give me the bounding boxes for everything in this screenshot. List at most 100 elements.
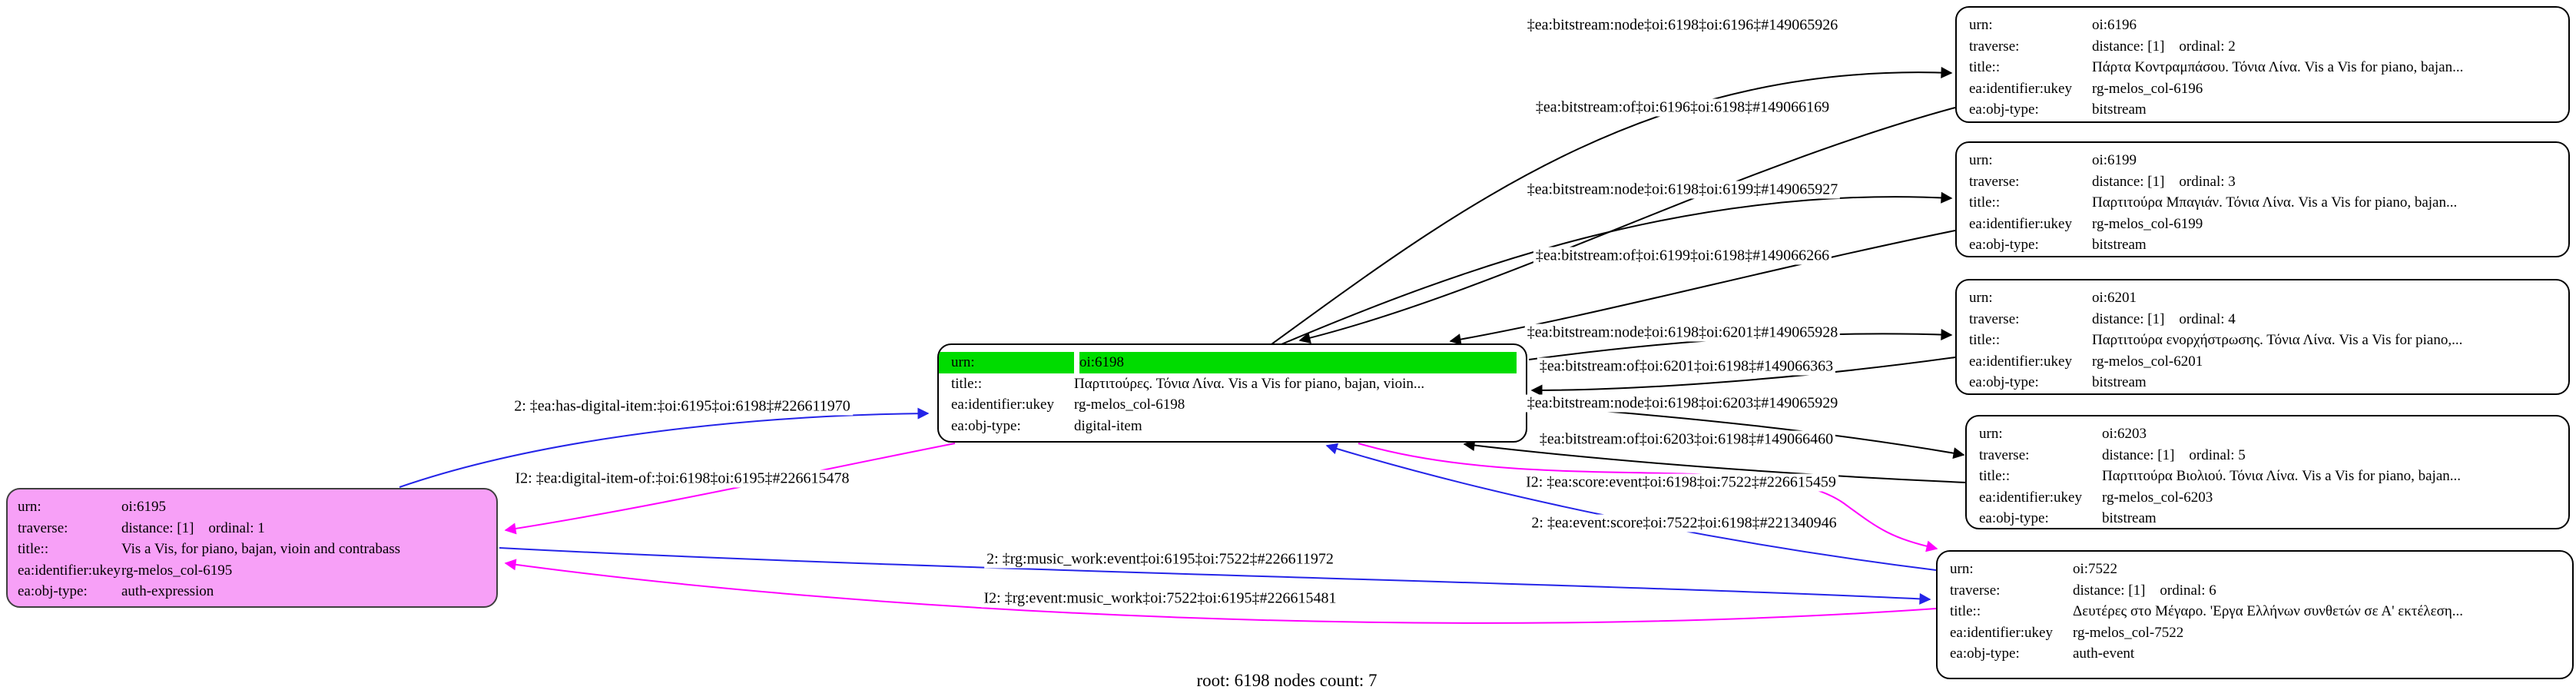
node-oi-6203[interactable]: urn: oi:6203 traverse: distance: [1] ordina… [1965,415,2570,529]
edge-oi-7522-oi-6195 [504,559,1937,624]
edge-oi-6198-oi-7522 [1358,443,1938,552]
edge-oi-6198-oi-6195 [504,443,956,535]
node-row: traverse: distance: [1] ordinal: 2 [1957,36,2568,58]
node-row: traverse: distance: [1] ordinal: 3 [1957,171,2568,193]
node-row: ea:identifier:ukey rg-melos_col-6199 [1957,214,2568,235]
row-value: oi:7522 [2073,561,2118,577]
node-row: urn: oi:6201 [1957,287,2568,309]
row-label: ea:obj-type: [1950,645,2020,662]
node-oi-6195[interactable]: urn: oi:6195 traverse: distance: [1] ordina… [6,488,498,608]
row-label: traverse: [1969,38,2020,55]
row-value: rg-melos_col-6198 [1074,396,1185,413]
edge-oi-6203-oi-6198 [1463,440,1968,483]
node-row: ea:identifier:ukey rg-melos_col-6196 [1957,78,2568,100]
node-row: title:: Παρτιτούρες. Τόνια Λίνα. Vis a Vi… [939,373,1526,395]
node-row: ea:identifier:ukey rg-melos_col-6201 [1957,351,2568,373]
node-row: title:: Παρτιτούρα ενορχήστρωσης. Τόνια Λ… [1957,330,2568,351]
node-row: traverse: distance: [1] ordinal: 1 [8,518,496,539]
node-row: ea:identifier:ukey rg-melos_col-7522 [1938,622,2572,644]
row-value: digital-item [1074,417,1142,434]
node-row: urn: oi:6199 [1957,150,2568,171]
node-row: urn: oi:6198 [939,352,1526,373]
row-value: Παρτιτούρα ενορχήστρωσης. Τόνια Λίνα. Vi… [2092,332,2463,348]
row-value: bitstream [2102,510,2157,526]
node-row: title:: Πάρτα Κοντραμπάσου. Τόνια Λίνα. V… [1957,57,2568,78]
node-row: urn: oi:7522 [1938,559,2572,580]
row-value: Δευτέρες στο Μέγαρο. 'Εργα Ελλήνων συνθε… [2073,603,2464,619]
row-value: rg-melos_col-6196 [2092,80,2203,97]
node-row: title:: Δευτέρες στο Μέγαρο. 'Εργα Ελλήνω… [1938,601,2572,622]
row-label: urn: [1969,152,1993,168]
row-value: oi:6195 [121,499,167,515]
row-value: distance: [1] ordinal: 6 [2073,582,2216,599]
edge-label-oi-6196-oi-6198: ‡ea:bitstream:of‡oi:6196‡oi:6198‡#149066… [1533,98,1832,117]
row-label: ea:obj-type: [18,583,88,599]
edge-label-oi-6195-oi-6198: 2: ‡ea:has-digital-item:‡oi:6195‡oi:6198… [512,397,853,416]
row-label: urn: [1950,561,1974,577]
row-label: ea:obj-type: [1969,237,2039,253]
row-label: ea:identifier:ukey [1969,353,2072,370]
node-row: title:: Vis a Vis, for piano, bajan, vioi… [8,539,496,560]
row-value: oi:6199 [2092,152,2137,168]
row-value: bitstream [2092,237,2147,253]
edge-label-oi-6203-oi-6198: ‡ea:bitstream:of‡oi:6203‡oi:6198‡#149066… [1537,430,1836,449]
row-label: title:: [1969,59,2001,75]
node-oi-6201[interactable]: urn: oi:6201 traverse: distance: [1] ordina… [1955,279,2570,395]
node-row: ea:identifier:ukey rg-melos_col-6203 [1967,487,2568,509]
edge-label-oi-7522-oi-6198: 2: ‡ea:event:score‡oi:7522‡oi:6198‡#2213… [1529,514,1839,532]
edge-oi-6198-oi-6199 [1281,191,1953,345]
row-value: bitstream [2092,374,2147,390]
row-label: ea:identifier:ukey [1979,489,2082,506]
node-oi-6196[interactable]: urn: oi:6196 traverse: distance: [1] ordina… [1955,6,2570,123]
row-value: auth-event [2073,645,2135,662]
row-value: distance: [1] ordinal: 2 [2092,38,2236,55]
row-label: ea:obj-type: [1969,374,2039,390]
edge-oi-6201-oi-6198 [1530,357,1956,396]
row-value: bitstream [2092,101,2147,118]
node-row: ea:identifier:ukey rg-melos_col-6195 [8,560,496,582]
node-row: ea:obj-type: bitstream [1957,372,2568,393]
row-value: rg-melos_col-6199 [2092,215,2203,232]
node-row: ea:obj-type: auth-event [1938,643,2572,665]
node-row: traverse: distance: [1] ordinal: 4 [1957,309,2568,330]
edge-label-oi-6195-oi-7522: 2: ‡rg:music_work:event‡oi:6195‡oi:7522‡… [984,550,1336,569]
row-label: traverse: [1979,446,2030,463]
node-oi-7522[interactable]: urn: oi:7522 traverse: distance: [1] ordina… [1936,550,2574,679]
node-row: ea:obj-type: auth-expression [8,581,496,602]
row-label: urn: [1969,290,1993,306]
node-row: urn: oi:6203 [1967,423,2568,445]
edge-label-oi-6198-oi-6195: I2: ‡ea:digital-item-of:‡oi:6198‡oi:6195… [512,469,852,488]
row-label: urn: [1979,426,2003,442]
node-oi-6199[interactable]: urn: oi:6199 traverse: distance: [1] ordina… [1955,141,2570,257]
row-label: title:: [951,375,983,392]
row-label: ea:identifier:ukey [1969,80,2072,97]
row-label: title:: [1969,332,2001,348]
row-value: Παρτιτούρα Μπαγιάν. Τόνια Λίνα. Vis a Vi… [2092,194,2458,211]
row-label: urn: [18,499,41,515]
edge-oi-6199-oi-6198 [1449,230,1956,346]
node-row: urn: oi:6195 [8,496,496,518]
row-label: traverse: [1950,582,2001,599]
row-value: rg-melos_col-6203 [2102,489,2213,506]
node-oi-6198[interactable]: urn: oi:6198 title:: Παρτιτούρες. Τόνια Λίν… [937,343,1527,443]
row-value: oi:6201 [2092,290,2137,306]
row-label: ea:identifier:ukey [1950,624,2053,641]
row-value: rg-melos_col-6195 [121,562,233,579]
edge-label-oi-6199-oi-6198: ‡ea:bitstream:of‡oi:6199‡oi:6198‡#149066… [1533,247,1832,265]
node-row: title:: Παρτιτούρα Μπαγιάν. Τόνια Λίνα. V… [1957,192,2568,214]
row-value: oi:6196 [2092,17,2137,33]
row-label: traverse: [1969,173,2020,190]
node-row: traverse: distance: [1] ordinal: 5 [1967,445,2568,466]
row-value: oi:6203 [2102,426,2147,442]
row-value: Πάρτα Κοντραμπάσου. Τόνια Λίνα. Vis a Vi… [2092,59,2464,75]
row-label: ea:obj-type: [1979,510,2049,526]
row-label: title:: [1969,194,2001,211]
edge-label-oi-6198-oi-6203: ‡ea:bitstream:node‡oi:6198‡oi:6203‡#1490… [1524,394,1841,413]
edge-oi-6195-oi-7522 [499,547,1931,605]
row-value: distance: [1] ordinal: 5 [2102,446,2246,463]
node-row: ea:obj-type: bitstream [1957,234,2568,256]
node-row: traverse: distance: [1] ordinal: 6 [1938,580,2572,602]
edge-oi-7522-oi-6198 [1325,443,1937,571]
node-row: ea:identifier:ukey rg-melos_col-6198 [939,394,1526,416]
